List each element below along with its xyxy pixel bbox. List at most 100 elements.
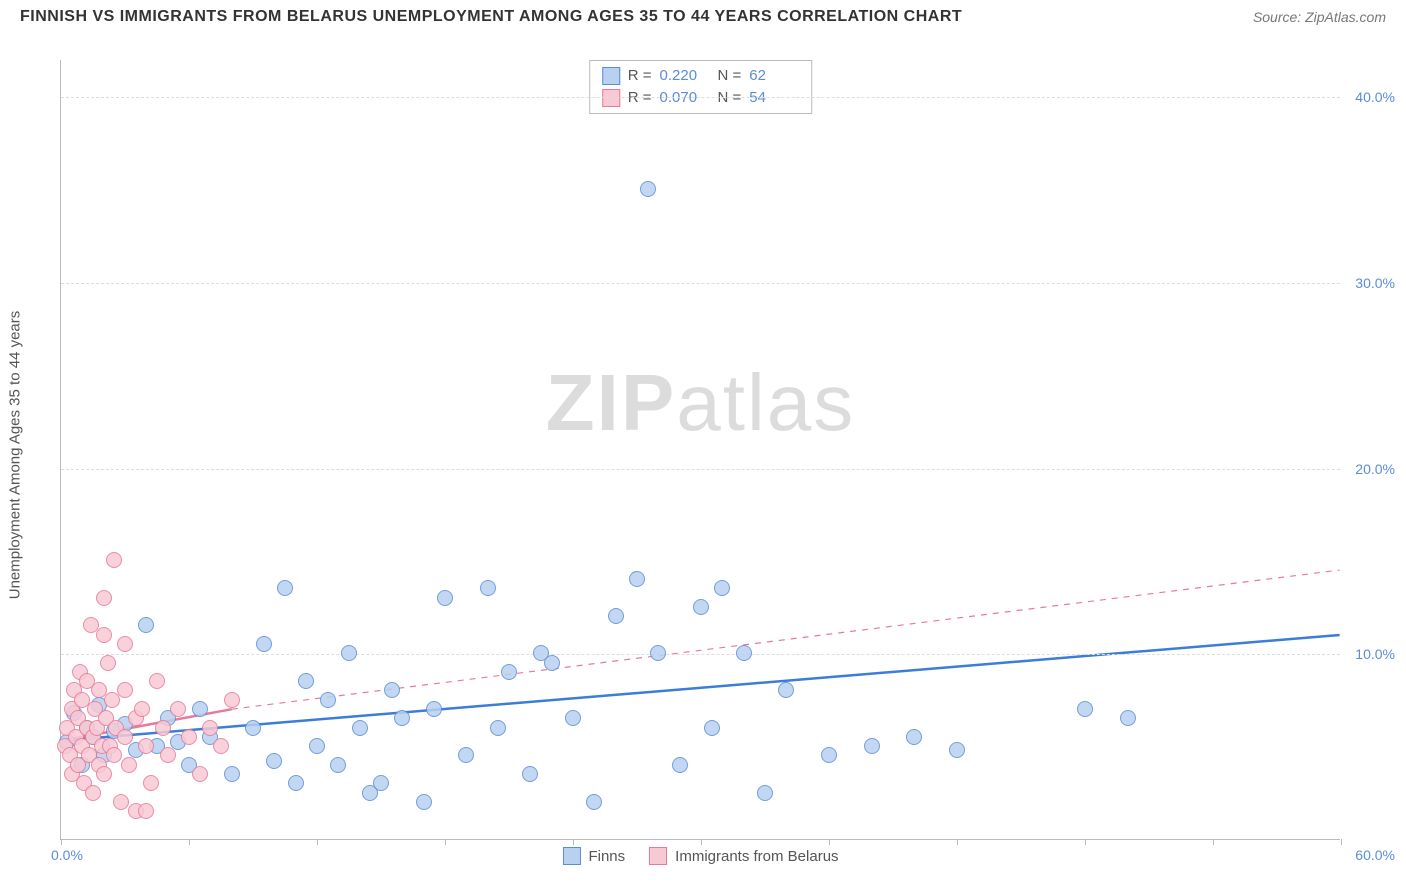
r-value: 0.220 [660, 65, 710, 87]
scatter-point-finns [373, 775, 389, 791]
scatter-point-finns [416, 794, 432, 810]
x-tick [445, 839, 446, 845]
stats-row-finns: R = 0.220 N = 62 [602, 65, 800, 87]
swatch-finns [562, 847, 580, 865]
scatter-point-belarus [134, 701, 150, 717]
scatter-point-finns [672, 757, 688, 773]
stats-legend: R = 0.220N = 62R = 0.070N = 54 [589, 60, 813, 114]
scatter-point-finns [458, 747, 474, 763]
scatter-point-finns [426, 701, 442, 717]
scatter-point-finns [757, 785, 773, 801]
scatter-point-finns [640, 181, 656, 197]
scatter-point-belarus [85, 785, 101, 801]
scatter-point-belarus [96, 627, 112, 643]
n-label: N = [718, 65, 742, 87]
scatter-point-finns [864, 738, 880, 754]
gridline-h [61, 97, 1340, 98]
scatter-point-belarus [100, 655, 116, 671]
scatter-point-belarus [143, 775, 159, 791]
y-tick-label: 40.0% [1355, 89, 1395, 105]
watermark-bold: ZIP [546, 358, 676, 447]
scatter-point-finns [341, 645, 357, 661]
r-label: R = [628, 65, 652, 87]
legend-label: Finns [588, 848, 625, 865]
scatter-point-belarus [192, 766, 208, 782]
scatter-point-finns [224, 766, 240, 782]
scatter-point-finns [245, 720, 261, 736]
scatter-point-finns [821, 747, 837, 763]
scatter-point-belarus [96, 590, 112, 606]
legend-item-finns: Finns [562, 847, 625, 865]
scatter-point-finns [544, 655, 560, 671]
y-axis-label: Unemployment Among Ages 35 to 44 years [7, 311, 24, 600]
scatter-point-belarus [138, 803, 154, 819]
scatter-point-finns [778, 682, 794, 698]
scatter-point-finns [693, 599, 709, 615]
scatter-point-finns [608, 608, 624, 624]
gridline-h [61, 469, 1340, 470]
x-tick [1341, 839, 1342, 845]
chart-title: FINNISH VS IMMIGRANTS FROM BELARUS UNEMP… [20, 8, 962, 26]
scatter-point-finns [650, 645, 666, 661]
scatter-point-finns [714, 580, 730, 596]
scatter-point-finns [586, 794, 602, 810]
scatter-point-finns [1077, 701, 1093, 717]
scatter-point-finns [330, 757, 346, 773]
scatter-point-finns [256, 636, 272, 652]
scatter-point-belarus [138, 738, 154, 754]
scatter-point-belarus [117, 682, 133, 698]
y-tick-label: 20.0% [1355, 461, 1395, 477]
x-tick [701, 839, 702, 845]
scatter-point-belarus [213, 738, 229, 754]
source-label: Source: [1253, 9, 1305, 25]
scatter-point-finns [384, 682, 400, 698]
watermark-light: atlas [676, 358, 855, 447]
scatter-point-finns [352, 720, 368, 736]
x-tick [189, 839, 190, 845]
scatter-point-finns [501, 664, 517, 680]
scatter-point-belarus [121, 757, 137, 773]
scatter-point-finns [1120, 710, 1136, 726]
scatter-point-finns [277, 580, 293, 596]
scatter-point-finns [906, 729, 922, 745]
scatter-point-finns [266, 753, 282, 769]
scatter-point-belarus [155, 720, 171, 736]
source-value: ZipAtlas.com [1305, 9, 1386, 25]
n-value: 62 [749, 65, 799, 87]
x-tick [829, 839, 830, 845]
swatch-belarus [649, 847, 667, 865]
y-tick-label: 10.0% [1355, 646, 1395, 662]
source-attribution: Source: ZipAtlas.com [1253, 9, 1386, 25]
scatter-point-finns [949, 742, 965, 758]
scatter-point-finns [565, 710, 581, 726]
legend-label: Immigrants from Belarus [675, 848, 838, 865]
scatter-point-belarus [202, 720, 218, 736]
scatter-point-belarus [96, 766, 112, 782]
x-tick [61, 839, 62, 845]
scatter-point-belarus [117, 729, 133, 745]
legend-item-belarus: Immigrants from Belarus [649, 847, 838, 865]
scatter-point-finns [490, 720, 506, 736]
x-max-tick-label: 60.0% [1355, 847, 1395, 863]
scatter-point-finns [138, 617, 154, 633]
scatter-point-belarus [113, 794, 129, 810]
scatter-point-finns [522, 766, 538, 782]
scatter-point-belarus [224, 692, 240, 708]
scatter-point-belarus [170, 701, 186, 717]
scatter-point-finns [309, 738, 325, 754]
scatter-point-belarus [160, 747, 176, 763]
scatter-point-finns [394, 710, 410, 726]
x-tick [317, 839, 318, 845]
chart-container: Unemployment Among Ages 35 to 44 years Z… [50, 40, 1380, 870]
scatter-point-belarus [149, 673, 165, 689]
scatter-point-finns [704, 720, 720, 736]
scatter-point-finns [288, 775, 304, 791]
scatter-point-finns [298, 673, 314, 689]
x-tick [1213, 839, 1214, 845]
scatter-point-finns [480, 580, 496, 596]
swatch-finns [602, 67, 620, 85]
scatter-point-finns [629, 571, 645, 587]
x-origin-tick-label: 0.0% [51, 847, 83, 863]
scatter-point-belarus [106, 747, 122, 763]
scatter-point-belarus [117, 636, 133, 652]
